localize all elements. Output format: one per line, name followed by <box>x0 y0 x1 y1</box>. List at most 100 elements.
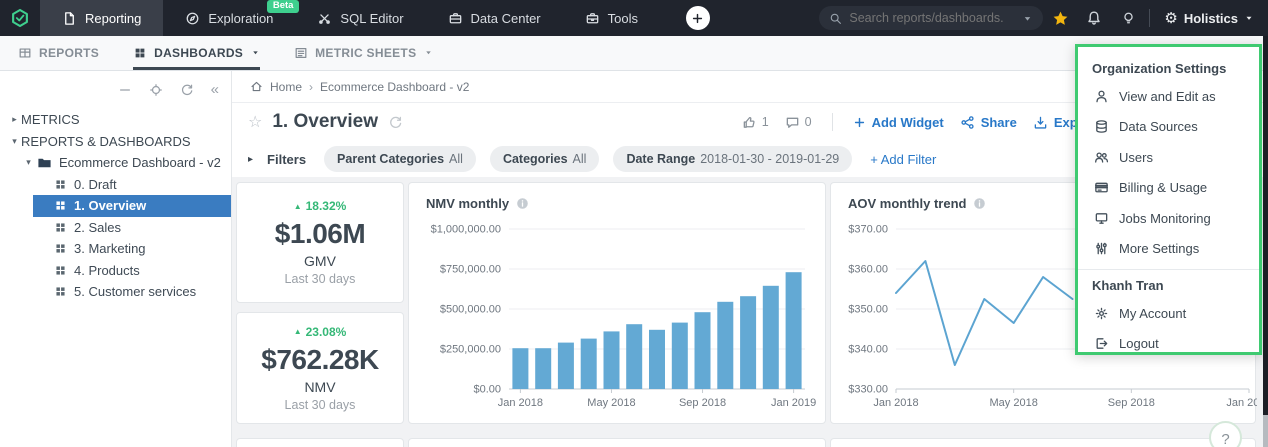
refresh-dashboard-icon[interactable] <box>388 115 403 130</box>
sidebar-page-2-sales[interactable]: 2. Sales <box>0 217 231 239</box>
filter-pill-date-range[interactable]: Date Range 2018-01-30 - 2019-01-29 <box>613 146 853 172</box>
create-new-button[interactable] <box>685 6 710 30</box>
menu-item-my-account[interactable]: My Account <box>1092 298 1245 329</box>
sidebar-page-3-marketing[interactable]: 3. Marketing <box>0 238 231 260</box>
refresh-icon[interactable] <box>180 83 194 97</box>
share-button[interactable]: Share <box>960 115 1017 130</box>
menu-item-jobs-monitoring[interactable]: Jobs Monitoring <box>1092 203 1245 234</box>
like-count: 1 <box>761 115 769 129</box>
sidebar-page-5-customer-services[interactable]: 5. Customer services <box>0 281 231 303</box>
add-filter-button[interactable]: + Add Filter <box>870 151 937 167</box>
filters-caret-icon[interactable]: ▸ <box>248 153 254 165</box>
reports-table-icon <box>19 47 31 58</box>
refresh-icon <box>390 116 402 128</box>
comment-button[interactable]: 0 <box>785 115 812 130</box>
plus-icon <box>854 117 864 127</box>
sidebar-page-1-overview[interactable]: 1. Overview <box>33 195 231 217</box>
search-input[interactable] <box>849 11 1005 25</box>
metrics-label: METRICS <box>21 112 80 128</box>
filters-label: Filters <box>267 151 307 167</box>
like-button[interactable]: 1 <box>742 115 769 130</box>
svg-text:$0.00: $0.00 <box>473 384 501 396</box>
account-caret-icon <box>1244 13 1254 23</box>
caret-right-icon: ▸ <box>12 114 17 125</box>
menu-item-more-settings[interactable]: More Settings <box>1092 234 1245 265</box>
help-button[interactable]: ? <box>1209 421 1242 447</box>
menu-item-view-and-edit-as[interactable]: View and Edit as <box>1092 81 1245 112</box>
search-icon <box>831 13 842 24</box>
nav-item-exploration[interactable]: Exploration Beta <box>163 0 300 36</box>
tab-metric-sheets[interactable]: METRIC SHEETS <box>294 36 433 70</box>
billing-icon <box>1095 182 1108 193</box>
search-scope-caret-icon[interactable] <box>1022 13 1033 24</box>
kpi-delta: ▲ 23.08% <box>293 324 347 339</box>
filter-pill-categories[interactable]: Categories All <box>489 146 600 172</box>
caret-down-icon: ▾ <box>26 157 31 168</box>
nav-item-data-center[interactable]: Data Center <box>426 0 563 36</box>
breadcrumb-home[interactable]: Home <box>270 79 303 94</box>
account-menu-button[interactable]: ⚙ Holistics <box>1154 11 1268 26</box>
locate-target-icon[interactable] <box>149 83 163 97</box>
bell-icon <box>1088 11 1101 25</box>
export-download-icon <box>1033 115 1048 130</box>
nav-item-tools[interactable]: Tools <box>563 0 660 36</box>
org-settings-items: View and Edit as Data Sources Users Billing… <box>1092 81 1245 264</box>
svg-text:$340.00: $340.00 <box>848 344 888 356</box>
favorites-star-icon[interactable] <box>1043 0 1077 36</box>
sidebar-folder-ecommerce-dashboard[interactable]: ▾ Ecommerce Dashboard - v2 <box>0 152 231 174</box>
next-row-card <box>408 438 826 447</box>
users-icon <box>1095 152 1109 163</box>
data-center-icon <box>449 12 461 23</box>
dashboards-icon <box>135 48 145 57</box>
kpi-card-nmv: ▲ 23.08% $762.28K NMV Last 30 days <box>236 312 404 424</box>
svg-text:Jan 2019: Jan 2019 <box>771 397 816 409</box>
dashboard-toolbar: 1 0 Add Widget Share Export <box>742 103 1095 141</box>
sidebar-page-4-products[interactable]: 4. Products <box>0 260 231 282</box>
nmv-monthly-chart-card: NMV monthly $0.00 $250,000.00 $500,000.00 $… <box>408 182 826 424</box>
folder-icon <box>38 159 51 168</box>
reporting-icon <box>65 11 74 25</box>
organization-settings-menu: Organization Settings View and Edit as Da… <box>1075 44 1262 355</box>
kpi-metric: GMV <box>304 253 336 269</box>
sidebar-item-metrics[interactable]: ▸ METRICS <box>0 109 231 131</box>
home-icon <box>251 81 262 92</box>
svg-text:$750,000.00: $750,000.00 <box>440 264 501 276</box>
global-search[interactable] <box>819 6 1044 30</box>
svg-text:$1,000,000.00: $1,000,000.00 <box>431 224 501 236</box>
menu-item-billing-usage[interactable]: Billing & Usage <box>1092 173 1245 204</box>
tab-dashboards[interactable]: DASHBOARDS <box>133 36 261 70</box>
tips-bulb-icon[interactable] <box>1111 0 1145 36</box>
logo-icon <box>12 8 28 28</box>
exploration-icon <box>186 12 199 24</box>
svg-text:Sep 2018: Sep 2018 <box>679 397 726 409</box>
sidebar-page-0-draft[interactable]: 0. Draft <box>0 174 231 196</box>
svg-text:$250,000.00: $250,000.00 <box>440 344 501 356</box>
reports-dashboards-label: REPORTS & DASHBOARDS <box>21 133 191 149</box>
plus-icon <box>853 116 866 129</box>
favorite-star-outline-icon[interactable]: ☆ <box>248 114 263 131</box>
menu-item-users[interactable]: Users <box>1092 142 1245 173</box>
nmv-monthly-bar-chart[interactable]: $0.00 $250,000.00 $500,000.00 $750,000.00 $1… <box>409 183 827 425</box>
tab-reports[interactable]: REPORTS <box>18 36 99 70</box>
nav-item-sql-editor[interactable]: SQL Editor <box>295 0 425 36</box>
menu-item-logout[interactable]: Logout <box>1092 329 1245 353</box>
caret-down-icon <box>253 51 258 55</box>
locate-target-icon <box>149 83 162 96</box>
filter-pill-parent-categories[interactable]: Parent Categories All <box>324 146 476 172</box>
sidebar-item-reports-dashboards[interactable]: ▾ REPORTS & DASHBOARDS <box>0 131 231 153</box>
content-type-tabs: REPORTS DASHBOARDS METRIC SHEETS <box>0 36 1268 71</box>
breadcrumb-separator: › <box>309 79 314 94</box>
info-icon[interactable] <box>973 197 986 210</box>
info-icon[interactable] <box>516 197 529 210</box>
nav-item-reporting[interactable]: Reporting <box>40 0 164 36</box>
menu-item-data-sources[interactable]: Data Sources <box>1092 112 1245 143</box>
minimize-icon[interactable] <box>118 83 132 97</box>
add-widget-button[interactable]: Add Widget <box>853 115 944 130</box>
monitor-icon <box>1095 212 1108 224</box>
share-icon <box>960 115 975 130</box>
notifications-bell-icon[interactable] <box>1077 0 1111 36</box>
svg-text:$360.00: $360.00 <box>848 264 888 276</box>
collapse-sidebar-icon[interactable]: « <box>210 81 219 98</box>
holistics-logo-icon[interactable] <box>0 0 40 36</box>
